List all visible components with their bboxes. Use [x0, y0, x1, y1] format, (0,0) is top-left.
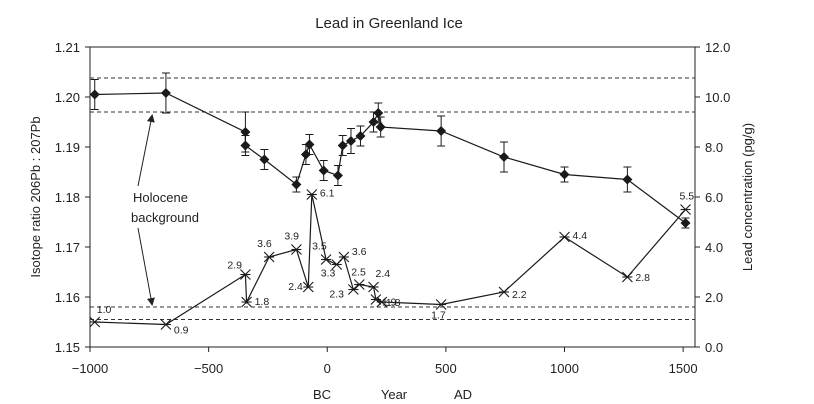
- data-label: 6.1: [320, 188, 335, 200]
- diamond-point: [337, 140, 348, 151]
- x-tick-label: 0: [324, 361, 331, 376]
- diamond-point: [332, 170, 343, 181]
- annotation-line-2: background: [131, 210, 199, 225]
- diamond-point: [291, 179, 302, 190]
- y-right-tick-label: 6.0: [705, 190, 723, 205]
- series-lead-concentration: 1.0 0.9 2.9 1.8 3.6 3.9 2.4 6.1 3.5 3.3 3.6 2.3 2.5 2…: [89, 188, 695, 337]
- diamond-point: [355, 131, 366, 141]
- y-left-tick-label: 1.21: [55, 40, 80, 55]
- chart-title: Lead in Greenland Ice: [315, 15, 463, 32]
- data-label: 3.6: [352, 246, 367, 258]
- data-label: 2.8: [635, 272, 650, 284]
- y-right-tick-label: 4.0: [705, 240, 723, 255]
- y-right-tick-label: 8.0: [705, 140, 723, 155]
- diamond-point: [622, 174, 633, 185]
- data-label: 0.9: [174, 325, 189, 337]
- diamond-point: [259, 154, 270, 165]
- x-tick-label: −500: [194, 361, 223, 376]
- y-left-tick-label: 1.18: [55, 190, 80, 205]
- data-label: 1.0: [97, 304, 112, 316]
- diamond-point: [373, 108, 384, 118]
- annotation-arrow-down: [137, 227, 155, 306]
- diamond-point: [368, 117, 379, 127]
- reference-lines: [90, 77, 695, 320]
- data-label: 4.4: [573, 230, 588, 242]
- x-tick-label: 1500: [669, 361, 698, 376]
- y-left-tick-label: 1.20: [55, 90, 80, 105]
- y-axis-right-label: Lead concentration (pg/g): [740, 123, 755, 271]
- data-label: 2.5: [351, 267, 366, 279]
- data-label: 2.2: [512, 289, 527, 301]
- x-tick-label: −1000: [72, 361, 109, 376]
- y-right-tick-label: 12.0: [705, 40, 730, 55]
- x-axis-label-ad: AD: [454, 387, 472, 402]
- y-axis-left-label: Isotope ratio 206Pb : 207Pb: [28, 116, 43, 277]
- diamond-point: [240, 127, 251, 137]
- data-label: 5.5: [680, 191, 695, 203]
- data-label: 2.3: [329, 289, 344, 301]
- x-tick-label: 1000: [550, 361, 579, 376]
- data-label: 3.5: [312, 241, 327, 253]
- diamond-point: [375, 122, 386, 132]
- diamond-point: [436, 126, 447, 136]
- diamond-point: [559, 169, 570, 180]
- diamond-point: [240, 140, 251, 151]
- data-label: 2.4: [288, 281, 303, 293]
- diamond-point: [345, 136, 356, 146]
- y-axis-left: 1.15 1.16 1.17 1.18 1.19 1.20 1.21: [55, 40, 90, 355]
- data-label: 3.6: [257, 238, 272, 250]
- diamond-point: [304, 139, 315, 150]
- x-axis-label-year: Year: [381, 387, 408, 402]
- x-axis: −1000 −500 0 500 1000 1500: [72, 347, 698, 376]
- diamond-point: [318, 165, 329, 176]
- annotation-arrow-up: [137, 114, 155, 187]
- data-label: 3.9: [284, 231, 299, 243]
- y-right-tick-label: 10.0: [705, 90, 730, 105]
- y-axis-right: 0.0 2.0 4.0 6.0 8.0 10.0 12.0: [695, 40, 730, 355]
- y-right-tick-label: 2.0: [705, 290, 723, 305]
- y-left-tick-label: 1.17: [55, 240, 80, 255]
- data-label: 1.8: [386, 297, 401, 309]
- holocene-annotation: Holocene background: [131, 114, 199, 306]
- x-tick-label: 500: [435, 361, 457, 376]
- annotation-line-1: Holocene: [133, 190, 188, 205]
- y-left-tick-label: 1.15: [55, 340, 80, 355]
- data-label: 1.7: [431, 310, 446, 322]
- diamond-point: [680, 218, 691, 228]
- series-isotope-ratio: [89, 72, 691, 229]
- y-left-tick-label: 1.19: [55, 140, 80, 155]
- diamond-point: [499, 152, 510, 162]
- diamond-point: [160, 88, 171, 98]
- diamond-point: [89, 89, 100, 100]
- y-left-tick-label: 1.16: [55, 290, 80, 305]
- x-axis-label-bc: BC: [313, 387, 331, 402]
- data-label: 1.8: [255, 296, 270, 308]
- data-label: 2.9: [227, 260, 242, 272]
- y-right-tick-label: 0.0: [705, 340, 723, 355]
- data-label: 2.4: [376, 268, 391, 280]
- data-label: 3.3: [321, 268, 336, 280]
